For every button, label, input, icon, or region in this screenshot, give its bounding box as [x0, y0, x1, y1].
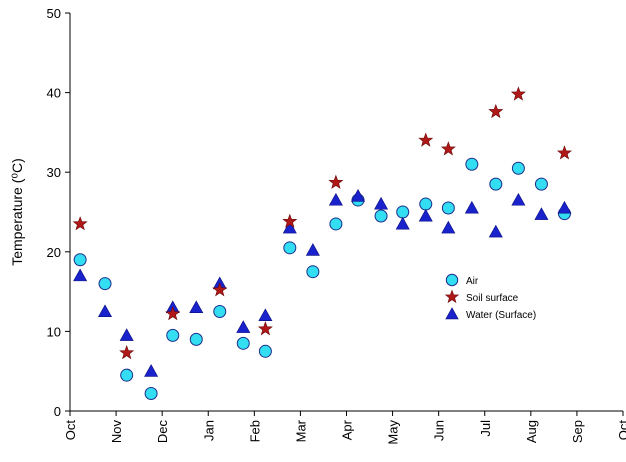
x-tick-label: Nov [109, 420, 124, 444]
x-tick-label: Jun [432, 420, 447, 441]
data-point-water-surface [418, 208, 433, 222]
x-tick-label: Sep [570, 420, 585, 443]
y-tick-label: 40 [47, 86, 61, 101]
data-point-water-surface [557, 200, 572, 214]
x-tick-label: Apr [340, 419, 355, 440]
legend-label-soil-surface: Soil surface [466, 293, 519, 304]
data-point-air [419, 197, 433, 211]
data-point-air [258, 344, 272, 358]
y-tick-label: 0 [54, 404, 61, 419]
data-point-water-surface [98, 304, 113, 317]
data-point-air [144, 386, 158, 400]
x-tick-label: Oct [616, 420, 626, 441]
data-point-water-surface [374, 196, 389, 210]
x-tick-label: Oct [63, 420, 78, 441]
data-point-water-surface [73, 268, 88, 282]
data-point-soil-surface [282, 213, 298, 228]
x-tick-label: Dec [155, 420, 170, 444]
y-ticks: 0 10 20 30 40 50 [47, 6, 70, 419]
data-point-air [396, 205, 410, 219]
data-point-water-surface [282, 220, 297, 234]
data-point-water-surface [511, 192, 526, 206]
data-point-air [489, 177, 503, 191]
data-point-air [166, 328, 180, 342]
data-point-air [441, 201, 455, 215]
data-point-water-surface [236, 320, 251, 333]
data-point-soil-surface [212, 282, 228, 297]
y-tick-label: 50 [47, 6, 61, 21]
data-point-water-surface [464, 200, 479, 214]
data-point-water-surface [144, 364, 159, 377]
legend-marker-soil-surface [444, 289, 460, 304]
data-point-soil-surface [328, 174, 344, 189]
legend-label-air: Air [466, 276, 479, 287]
y-axis-title: Temperature (⁰C) [9, 158, 25, 266]
data-point-water-surface [189, 300, 204, 314]
data-point-soil-surface [488, 103, 504, 119]
data-point-air [374, 209, 388, 223]
data-point-soil-surface [510, 86, 526, 101]
y-tick-label: 30 [47, 165, 61, 180]
legend-label-water-surface: Water (Surface) [466, 310, 536, 321]
data-point-water-surface [395, 216, 410, 230]
data-point-air [189, 332, 203, 346]
x-tick-label: Feb [247, 420, 262, 442]
data-point-air [511, 161, 525, 175]
data-point-water-surface [305, 243, 320, 256]
data-point-water-surface [534, 207, 549, 220]
data-point-soil-surface [165, 306, 181, 321]
y-tick-label: 20 [47, 245, 61, 260]
data-point-soil-surface [418, 132, 434, 147]
data-point-water-surface [119, 328, 134, 341]
data-point-air [306, 265, 320, 279]
series-water-surface [73, 188, 572, 377]
data-point-water-surface [351, 188, 366, 202]
data-point-water-surface [441, 220, 456, 234]
data-point-water-surface [328, 192, 343, 206]
data-point-air [98, 277, 112, 291]
plot-points [72, 86, 572, 400]
x-tick-label: Mar [293, 419, 308, 442]
x-tick-label: Jan [201, 420, 216, 441]
x-tick-label: Aug [524, 420, 539, 443]
data-point-water-surface [258, 308, 273, 321]
y-tick-label: 10 [47, 324, 61, 339]
data-point-air [534, 177, 548, 191]
x-tick-label: May [386, 420, 401, 445]
data-point-air [213, 305, 227, 318]
data-point-air [283, 241, 297, 255]
data-point-air [120, 368, 134, 382]
legend: Air Soil surface Water (Surface) [444, 273, 536, 321]
data-point-soil-surface [440, 141, 456, 156]
x-ticks: Oct Nov Dec Jan Feb Mar Apr May Jun Jul Aug Sep Oct [63, 411, 626, 445]
series-air [73, 157, 571, 400]
data-point-water-surface [488, 224, 503, 238]
x-tick-label: Jul [478, 420, 493, 437]
data-point-soil-surface [72, 216, 88, 231]
data-point-soil-surface [257, 321, 273, 336]
legend-marker-water-surface [445, 307, 459, 320]
data-point-air [329, 217, 343, 231]
series-soil-surface [72, 86, 572, 360]
data-point-soil-surface [119, 345, 135, 360]
data-point-air [73, 253, 87, 267]
legend-marker-air [445, 273, 459, 287]
data-point-air [236, 336, 250, 350]
data-point-soil-surface [556, 145, 572, 160]
data-point-air [465, 157, 479, 171]
